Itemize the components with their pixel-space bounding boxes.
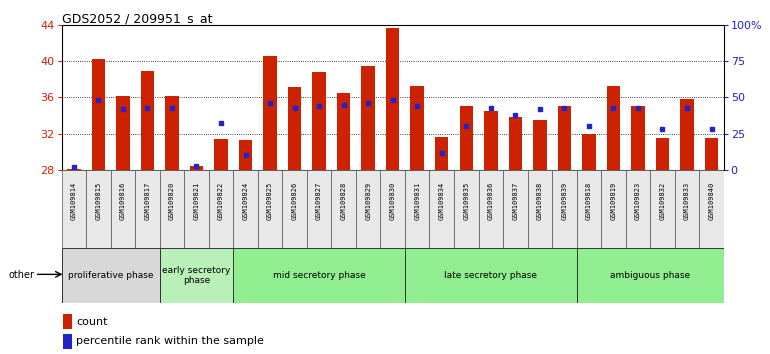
Text: GSM109829: GSM109829 [365, 182, 371, 220]
Text: GSM109831: GSM109831 [414, 182, 420, 220]
Bar [233, 170, 258, 248]
Text: GSM109818: GSM109818 [586, 182, 592, 220]
Text: ambiguous phase: ambiguous phase [610, 271, 690, 280]
Bar [405, 170, 430, 248]
Text: GSM109817: GSM109817 [145, 182, 150, 220]
Bar [62, 248, 159, 303]
Text: GSM109824: GSM109824 [243, 182, 249, 220]
Bar [239, 140, 253, 170]
Text: GSM109823: GSM109823 [635, 182, 641, 220]
Bar [435, 137, 448, 170]
Bar [699, 170, 724, 248]
Bar [601, 170, 626, 248]
Bar [460, 107, 473, 170]
Text: GSM109832: GSM109832 [659, 182, 665, 220]
Text: mid secretory phase: mid secretory phase [273, 271, 366, 280]
Bar [557, 107, 571, 170]
Bar [62, 170, 86, 248]
Bar [214, 139, 228, 170]
Bar [656, 138, 669, 170]
Text: GSM109833: GSM109833 [684, 182, 690, 220]
Text: GDS2052 / 209951_s_at: GDS2052 / 209951_s_at [62, 12, 212, 25]
Text: GSM109837: GSM109837 [512, 182, 518, 220]
Bar [508, 117, 522, 170]
Bar [337, 93, 350, 170]
Text: GSM109820: GSM109820 [169, 182, 175, 220]
Bar [361, 65, 375, 170]
Text: GSM109814: GSM109814 [71, 182, 77, 220]
Bar [283, 170, 307, 248]
Bar [386, 28, 400, 170]
Bar [577, 248, 724, 303]
Text: GSM109816: GSM109816 [120, 182, 126, 220]
Bar [675, 170, 699, 248]
Bar [607, 86, 620, 170]
Bar [258, 170, 283, 248]
Text: GSM109840: GSM109840 [708, 182, 715, 220]
Bar [577, 170, 601, 248]
Bar [331, 170, 356, 248]
Bar [233, 248, 405, 303]
Bar [631, 107, 644, 170]
Bar [503, 170, 527, 248]
Bar [136, 170, 159, 248]
Text: GSM109827: GSM109827 [316, 182, 322, 220]
Bar [680, 99, 694, 170]
Text: GSM109828: GSM109828 [340, 182, 346, 220]
Bar [263, 56, 276, 170]
Bar [288, 87, 301, 170]
Bar [380, 170, 405, 248]
Bar [527, 170, 552, 248]
Text: GSM109835: GSM109835 [464, 182, 469, 220]
Bar [405, 248, 577, 303]
Bar [430, 170, 454, 248]
Bar [116, 96, 129, 170]
Text: early secretory
phase: early secretory phase [162, 266, 231, 285]
Bar [484, 111, 497, 170]
Text: GSM109839: GSM109839 [561, 182, 567, 220]
Bar [92, 59, 105, 170]
Bar [189, 166, 203, 170]
Text: GSM109815: GSM109815 [95, 182, 102, 220]
Text: GSM109826: GSM109826 [292, 182, 297, 220]
Text: GSM109834: GSM109834 [439, 182, 445, 220]
Bar [184, 170, 209, 248]
Bar [582, 133, 596, 170]
Text: count: count [76, 316, 108, 327]
Bar [478, 170, 503, 248]
Text: other: other [8, 270, 35, 280]
Text: GSM109830: GSM109830 [390, 182, 396, 220]
Bar [313, 72, 326, 170]
Bar [63, 334, 72, 348]
Text: percentile rank within the sample: percentile rank within the sample [76, 336, 264, 346]
Text: GSM109836: GSM109836 [488, 182, 494, 220]
Bar [166, 96, 179, 170]
Bar [356, 170, 380, 248]
Bar [705, 138, 718, 170]
Text: proliferative phase: proliferative phase [68, 271, 153, 280]
Bar [159, 248, 233, 303]
Bar [63, 314, 72, 329]
Bar [86, 170, 111, 248]
Text: GSM109822: GSM109822 [218, 182, 224, 220]
Bar [410, 86, 424, 170]
Bar [159, 170, 184, 248]
Bar [626, 170, 650, 248]
Text: GSM109819: GSM109819 [611, 182, 617, 220]
Bar [650, 170, 675, 248]
Bar [67, 169, 81, 170]
Bar [533, 120, 547, 170]
Text: late secretory phase: late secretory phase [444, 271, 537, 280]
Bar [209, 170, 233, 248]
Bar [454, 170, 478, 248]
Text: GSM109825: GSM109825 [267, 182, 273, 220]
Text: GSM109838: GSM109838 [537, 182, 543, 220]
Bar [111, 170, 136, 248]
Bar [307, 170, 331, 248]
Bar [141, 71, 154, 170]
Text: GSM109821: GSM109821 [193, 182, 199, 220]
Bar [552, 170, 577, 248]
